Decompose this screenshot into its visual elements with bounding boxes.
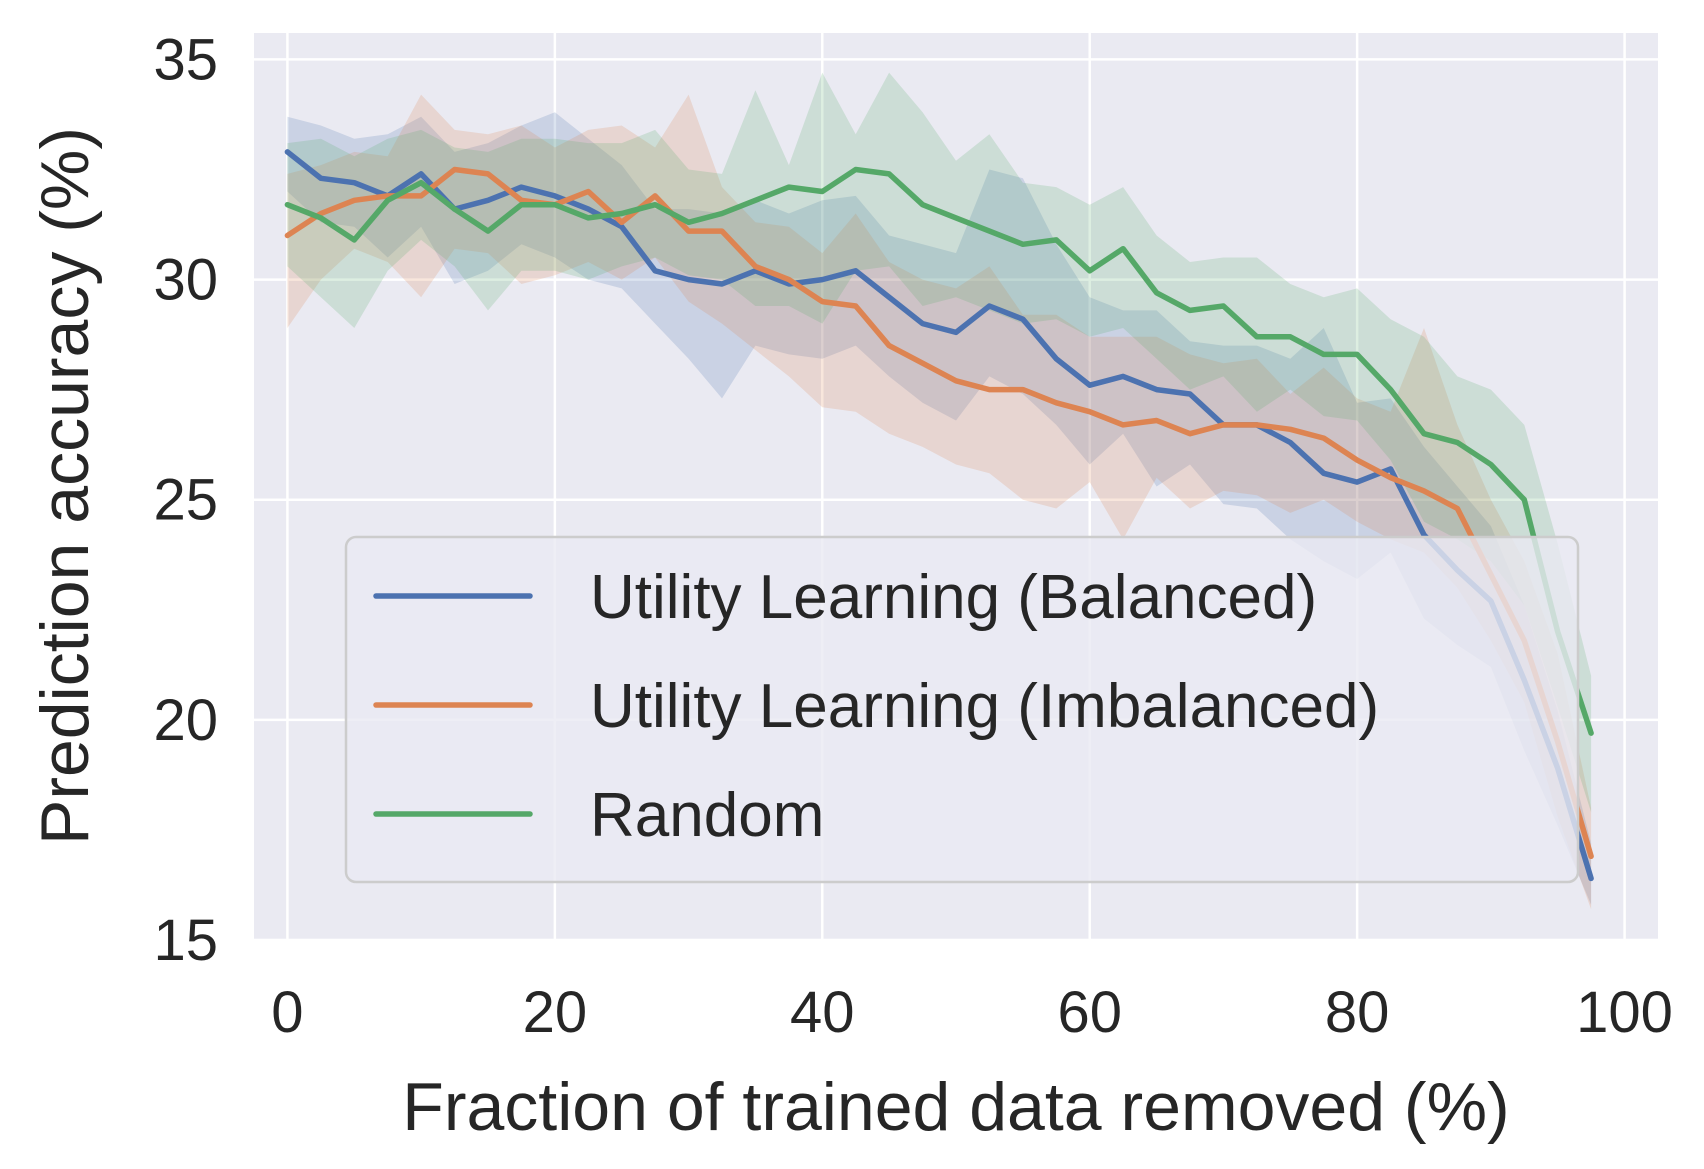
y-tick-label: 25	[153, 468, 218, 533]
series-line	[284, 149, 1594, 882]
legend-label: Utility Learning (Balanced)	[590, 563, 1317, 632]
confidence-band	[287, 112, 1592, 905]
y-tick-label: 35	[153, 27, 218, 92]
x-tick-label: 40	[790, 980, 855, 1045]
series-line	[284, 166, 1594, 736]
x-tick-label: 0	[271, 980, 303, 1045]
y-axis-label: Prediction accuracy (%)	[27, 127, 103, 845]
y-tick-label: 30	[153, 248, 218, 313]
series-lines	[284, 149, 1594, 882]
y-tick-label: 15	[153, 908, 218, 973]
legend: Utility Learning (Balanced) Utility Learn…	[344, 535, 1580, 884]
series-line	[284, 166, 1594, 860]
legend-box	[344, 535, 1580, 884]
confidence-band	[287, 72, 1592, 813]
x-tick-labels: 0 20 40 60 80 100	[271, 980, 1673, 1045]
x-tick-label: 100	[1576, 980, 1673, 1045]
legend-label: Utility Learning (Imbalanced)	[590, 672, 1379, 741]
x-tick-label: 60	[1057, 980, 1122, 1045]
y-tick-label: 20	[153, 688, 218, 753]
legend-label: Random	[590, 781, 824, 850]
x-axis-label: Fraction of trained data removed (%)	[402, 1069, 1509, 1145]
x-tick-label: 80	[1325, 980, 1390, 1045]
x-tick-label: 20	[523, 980, 588, 1045]
grid-vertical	[286, 33, 1626, 940]
y-tick-labels: 15 20 25 30 35	[153, 27, 218, 973]
